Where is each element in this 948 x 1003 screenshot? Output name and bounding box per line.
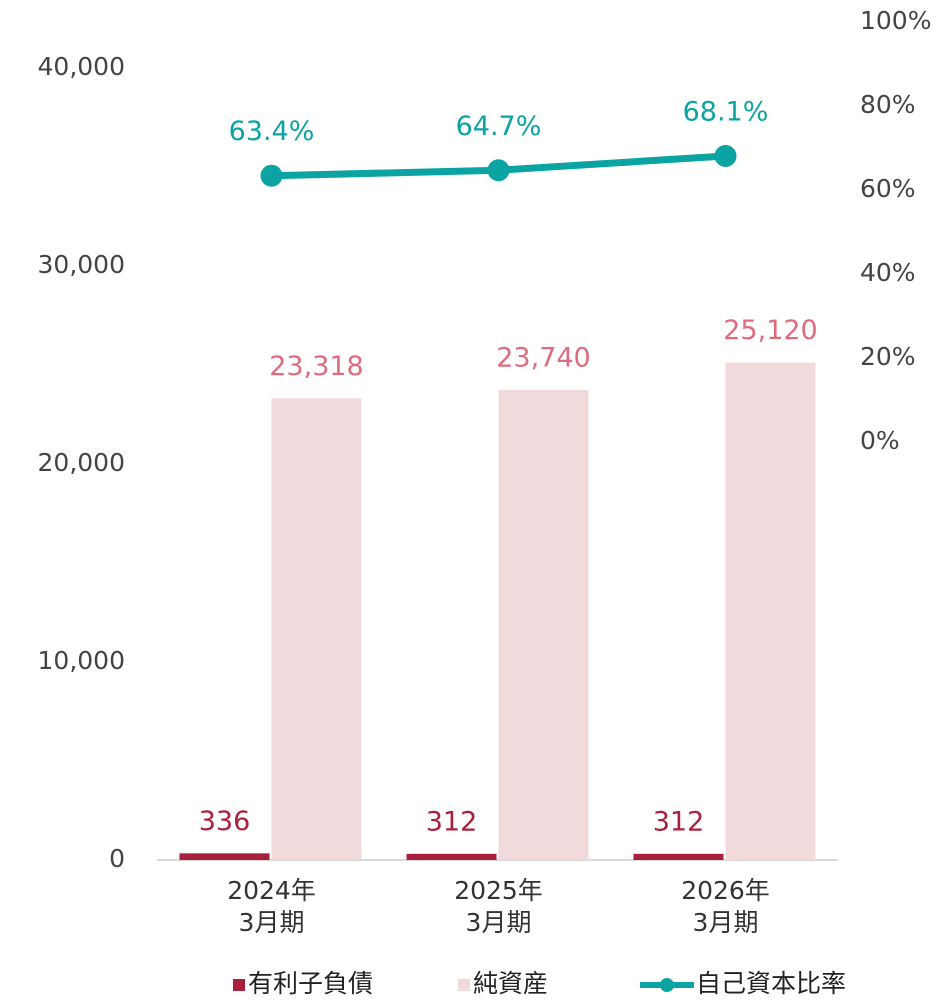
data-label: 336 xyxy=(199,806,251,837)
y-tick-label: 0 xyxy=(109,844,125,873)
bar xyxy=(498,389,589,860)
bar xyxy=(633,853,724,860)
y2-tick-label: 60% xyxy=(860,174,916,203)
legend-swatch xyxy=(660,978,674,992)
y2-tick-label: 0% xyxy=(860,426,900,455)
legend-label: 純資産 xyxy=(473,969,548,998)
legend-swatch xyxy=(458,979,470,991)
data-label: 68.1% xyxy=(683,96,769,127)
data-label: 25,120 xyxy=(723,315,817,346)
bar xyxy=(271,398,362,860)
y2-tick-label: 40% xyxy=(860,258,916,287)
data-label: 312 xyxy=(653,806,705,837)
bar xyxy=(179,853,270,860)
legend-label: 自己資本比率 xyxy=(696,969,846,998)
y-tick-label: 20,000 xyxy=(38,448,125,477)
y-tick-label: 10,000 xyxy=(38,646,125,675)
legend-swatch xyxy=(233,979,245,991)
line-point xyxy=(487,159,510,182)
bar xyxy=(725,362,816,860)
line-point xyxy=(714,144,737,167)
y-tick-label: 30,000 xyxy=(38,250,125,279)
data-label: 312 xyxy=(426,806,478,837)
data-label: 64.7% xyxy=(456,111,542,142)
bar xyxy=(406,853,497,860)
x-tick-label: 2025年 3月期 xyxy=(454,876,543,937)
y2-tick-label: 80% xyxy=(860,90,916,119)
legend-label: 有利子負債 xyxy=(248,969,373,998)
x-tick-label: 2026年 3月期 xyxy=(681,876,770,937)
line-point xyxy=(260,164,283,187)
y2-tick-label: 20% xyxy=(860,342,916,371)
y-tick-label: 40,000 xyxy=(38,52,125,81)
data-label: 23,740 xyxy=(496,342,590,373)
data-label: 63.4% xyxy=(229,116,315,147)
x-tick-label: 2024年 3月期 xyxy=(227,876,316,937)
y2-tick-label: 100% xyxy=(860,6,931,35)
data-label: 23,318 xyxy=(269,351,363,382)
